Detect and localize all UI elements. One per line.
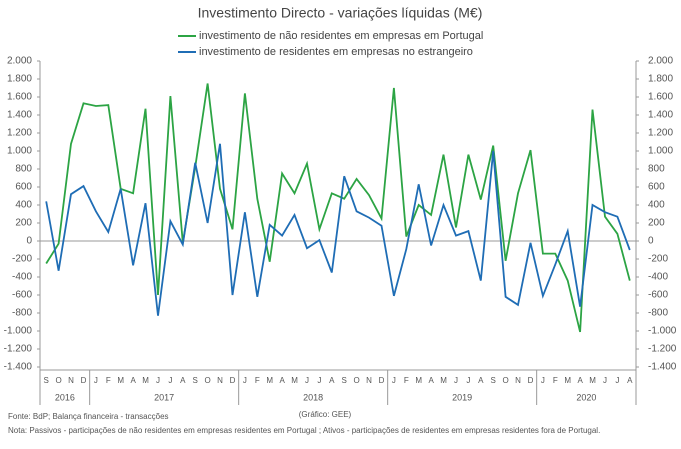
x-tick-label: F <box>404 376 409 385</box>
legend-label: investimento de residentes em empresas n… <box>199 46 473 58</box>
x-tick-label: S <box>342 376 347 385</box>
y-tick-label: 1.000 <box>7 146 32 157</box>
x-tick-label: F <box>255 376 260 385</box>
x-tick-label: A <box>478 376 484 385</box>
x-tick-label: J <box>305 376 309 385</box>
x-tick-label: J <box>466 376 470 385</box>
y-tick-label: 2.000 <box>7 56 32 67</box>
y-tick-label: -600 <box>12 290 32 301</box>
y-tick-label: -1.000 <box>4 326 33 337</box>
y2-tick-label: -200 <box>648 254 668 265</box>
x-tick-label: D <box>230 376 236 385</box>
x-tick-label: J <box>392 376 396 385</box>
x-tick-label: M <box>117 376 124 385</box>
x-tick-label: J <box>541 376 545 385</box>
y-tick-label: 1.200 <box>7 128 32 139</box>
credit: (Gráfico: GEE) <box>299 410 352 419</box>
y2-tick-label: 400 <box>648 200 665 211</box>
y-tick-label: 1.400 <box>7 110 32 121</box>
x-tick-label: S <box>491 376 496 385</box>
line-series <box>45 143 631 316</box>
y-tick-label: -200 <box>12 254 32 265</box>
x-tick-label: N <box>217 376 223 385</box>
x-tick-label: S <box>44 376 49 385</box>
x-tick-label: A <box>627 376 633 385</box>
note: Nota: Passivos - participações de não re… <box>8 426 600 435</box>
y2-tick-label: 0 <box>648 236 654 247</box>
source: Fonte: BdP; Balança financeira - transac… <box>8 412 169 421</box>
y2-tick-label: 800 <box>648 164 665 175</box>
x-tick-label: O <box>205 376 211 385</box>
year-label: 2020 <box>576 392 596 402</box>
x-tick-label: D <box>81 376 87 385</box>
x-tick-label: M <box>564 376 571 385</box>
x-tick-label: N <box>68 376 74 385</box>
x-tick-label: M <box>291 376 298 385</box>
y2-tick-label: -1.000 <box>648 326 677 337</box>
x-tick-label: S <box>193 376 198 385</box>
x-tick-label: A <box>428 376 434 385</box>
year-label: 2017 <box>154 392 174 402</box>
y2-tick-label: 1.600 <box>648 92 673 103</box>
x-tick-label: A <box>329 376 335 385</box>
y2-tick-label: 1.000 <box>648 146 673 157</box>
y2-tick-label: 1.400 <box>648 110 673 121</box>
x-tick-label: J <box>94 376 98 385</box>
line-series <box>45 83 631 333</box>
chart-title: Investimento Directo - variações líquida… <box>198 5 483 21</box>
year-label: 2016 <box>55 392 75 402</box>
y2-tick-label: 1.800 <box>648 74 673 85</box>
y-tick-label: 800 <box>15 164 32 175</box>
y-tick-label: 200 <box>15 218 32 229</box>
x-tick-label: J <box>156 376 160 385</box>
x-tick-label: A <box>180 376 186 385</box>
x-tick-label: N <box>366 376 372 385</box>
x-tick-label: J <box>168 376 172 385</box>
y-tick-label: -1.200 <box>4 344 33 355</box>
legend-label: investimento de não residentes em empres… <box>199 30 483 42</box>
x-tick-label: J <box>317 376 321 385</box>
x-tick-label: F <box>106 376 111 385</box>
x-tick-label: J <box>603 376 607 385</box>
y2-tick-label: -1.400 <box>648 362 677 373</box>
x-tick-label: O <box>503 376 509 385</box>
y-tick-label: 1.600 <box>7 92 32 103</box>
x-tick-label: D <box>528 376 534 385</box>
y-tick-label: 0 <box>26 236 32 247</box>
y2-tick-label: -1.200 <box>648 344 677 355</box>
x-tick-label: M <box>589 376 596 385</box>
x-tick-label: O <box>56 376 62 385</box>
y2-tick-label: 600 <box>648 182 665 193</box>
x-tick-label: A <box>130 376 136 385</box>
y-tick-label: -800 <box>12 308 32 319</box>
y2-tick-label: 200 <box>648 218 665 229</box>
x-tick-label: A <box>577 376 583 385</box>
x-tick-label: J <box>615 376 619 385</box>
y-tick-label: 600 <box>15 182 32 193</box>
x-tick-label: F <box>553 376 558 385</box>
y-tick-label: -1.400 <box>4 362 33 373</box>
y2-tick-label: -600 <box>648 290 668 301</box>
x-tick-label: M <box>415 376 422 385</box>
year-label: 2018 <box>303 392 323 402</box>
y-tick-label: -400 <box>12 272 32 283</box>
x-tick-label: J <box>454 376 458 385</box>
y2-tick-label: 2.000 <box>648 56 673 67</box>
x-tick-label: M <box>266 376 273 385</box>
x-tick-label: M <box>440 376 447 385</box>
x-tick-label: J <box>243 376 247 385</box>
y2-tick-label: 1.200 <box>648 128 673 139</box>
x-tick-label: O <box>354 376 360 385</box>
x-tick-label: N <box>515 376 521 385</box>
y2-tick-label: -800 <box>648 308 668 319</box>
x-tick-label: A <box>279 376 285 385</box>
y2-tick-label: -400 <box>648 272 668 283</box>
y-tick-label: 400 <box>15 200 32 211</box>
y-tick-label: 1.800 <box>7 74 32 85</box>
x-tick-label: D <box>379 376 385 385</box>
x-tick-label: M <box>142 376 149 385</box>
year-label: 2019 <box>452 392 472 402</box>
